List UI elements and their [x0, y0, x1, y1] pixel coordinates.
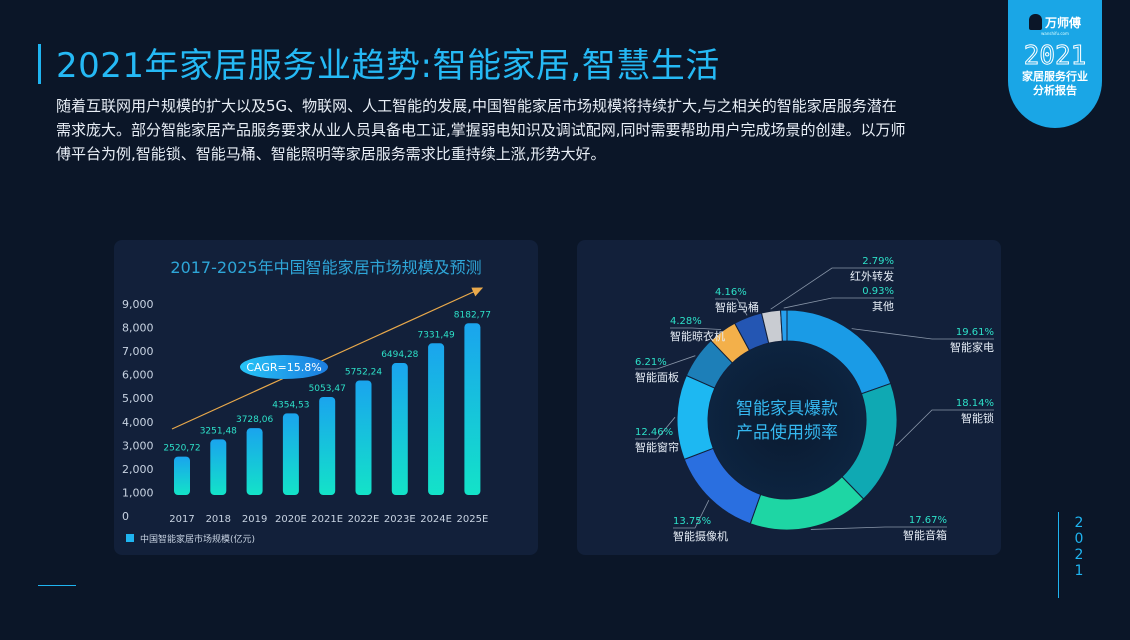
x-tick-label: 2019: [242, 514, 267, 525]
bar-chart: 0 1,000 2,000 3,000 4,000 5,000 6,000 7,000 8,00…: [122, 287, 491, 545]
donut-slice: [780, 309, 788, 342]
decor-line: [38, 585, 76, 586]
slice-value-label: 4.28%: [670, 316, 702, 327]
slice-name-label: 智能面板: [635, 370, 679, 384]
x-tick-label: 2020E: [275, 514, 307, 525]
x-tick-label: 2025E: [457, 514, 489, 525]
y-tick-label: 9,000: [122, 298, 154, 311]
bar: [174, 456, 190, 495]
bar: [210, 439, 227, 495]
x-tick-label: 2017: [169, 514, 194, 525]
leader-line: [770, 267, 894, 310]
donut-chart-panel: 19.61% 智能家电 18.14% 智能锁 17.67% 智能音箱 13.75% 智能摄像机…: [577, 240, 1001, 555]
side-year-digit: 0: [1074, 531, 1086, 547]
bar-value-label: 3251,48: [200, 426, 237, 436]
slice-name-label: 智能音箱: [903, 528, 947, 542]
leader-line: [635, 355, 696, 370]
slice-value-label: 18.14%: [956, 398, 994, 409]
legend-swatch: [126, 534, 134, 542]
side-divider: [1058, 512, 1059, 598]
slice-value-label: 6.21%: [635, 357, 667, 368]
slice-name-label: 智能锁: [961, 411, 994, 425]
bar: [282, 413, 299, 495]
bar-value-label: 6494,28: [381, 350, 418, 360]
bar: [428, 343, 445, 495]
bar-value-label: 3728,06: [236, 415, 273, 425]
donut-center-label: 产品使用频率: [736, 422, 838, 443]
y-tick-label: 2,000: [122, 463, 154, 476]
leader-line: [670, 327, 722, 330]
slice-value-label: 12.46%: [635, 427, 673, 438]
bar: [355, 380, 372, 495]
slice-value-label: 19.61%: [956, 327, 994, 338]
leader-line: [635, 416, 676, 440]
side-year-digit: 2: [1074, 515, 1086, 531]
bar-value-label: 7331,49: [417, 330, 454, 340]
y-tick-label: 3,000: [122, 439, 154, 452]
y-tick-label: 5,000: [122, 392, 154, 405]
x-tick-label: 2023E: [384, 514, 416, 525]
side-year-digit: 1: [1074, 563, 1086, 579]
y-tick-label: 6,000: [122, 369, 154, 382]
slice-name-label: 红外转发: [850, 269, 894, 283]
slice-value-label: 17.67%: [909, 515, 947, 526]
bar: [319, 396, 336, 495]
bar-value-label: 2520,72: [163, 444, 200, 454]
y-tick-label: 8,000: [122, 322, 154, 335]
bar-chart-title: 2017-2025年中国智能家居市场规模及预测: [170, 258, 482, 277]
cagr-label: CAGR=15.8%: [246, 361, 321, 374]
bar: [464, 323, 481, 495]
brand-site: wanshifu.com: [1041, 31, 1069, 36]
leader-line: [783, 297, 894, 309]
badge-line-1: 家居服务行业: [1022, 70, 1088, 83]
page-title: 2021年家居服务业趋势:智能家居,智慧生活: [56, 46, 720, 86]
slice-name-label: 其他: [872, 300, 894, 313]
badge-year: 2021: [1023, 41, 1087, 71]
x-tick-label: 2018: [206, 514, 231, 525]
donut-center: [708, 341, 866, 499]
slice-value-label: 13.75%: [673, 516, 711, 527]
leader-line: [715, 298, 748, 316]
slice-name-label: 智能窗帘: [635, 440, 679, 454]
bar-value-label: 4354,53: [272, 400, 309, 410]
slice-value-label: 4.16%: [715, 287, 747, 298]
leader-line: [810, 526, 947, 530]
x-tick-label: 2022E: [348, 514, 380, 525]
slice-name-label: 智能家电: [950, 340, 994, 354]
cagr-pill: [240, 355, 328, 379]
bar-chart-panel: 2017-2025年中国智能家居市场规模及预测 0 1,000 2,000 3,000…: [114, 240, 538, 555]
legend-label: 中国智能家居市场规模(亿元): [140, 533, 255, 545]
bar-value-label: 5752,24: [345, 368, 382, 378]
x-tick-label: 2024E: [420, 514, 452, 525]
brand-name: 万师傅: [1044, 16, 1081, 30]
bar-value-label: 8182,77: [454, 310, 491, 320]
intro-paragraph: 随着互联网用户规模的扩大以及5G、物联网、人工智能的发展,中国智能家居市场规模将…: [56, 97, 906, 163]
badge-line-2: 分析报告: [1033, 84, 1077, 97]
bar: [246, 428, 263, 495]
slice-value-label: 2.79%: [862, 256, 894, 267]
y-tick-label: 4,000: [122, 416, 154, 429]
trend-arrow: [171, 287, 484, 430]
donut-center-label: 智能家具爆款: [736, 399, 838, 419]
slice-name-label: 智能摄像机: [673, 529, 728, 543]
donut-chart: 19.61% 智能家电 18.14% 智能锁 17.67% 智能音箱 13.75% 智能摄像机…: [635, 256, 994, 543]
brand-logo: 万师傅: [1008, 14, 1102, 31]
leader-line: [851, 328, 994, 340]
bar: [391, 363, 408, 495]
title-accent-bar: [38, 44, 41, 84]
slice-name-label: 智能晾衣机: [670, 329, 725, 343]
leader-line: [673, 500, 710, 529]
leader-line: [895, 409, 994, 446]
y-tick-label: 1,000: [122, 486, 154, 499]
mascot-icon: [1028, 14, 1042, 30]
slice-value-label: 0.93%: [862, 286, 894, 297]
slice-name-label: 智能马桶: [715, 300, 759, 314]
side-year-digit: 2: [1074, 547, 1086, 563]
bar-value-label: 5053,47: [309, 384, 346, 394]
report-badge: 万师傅 wanshifu.com 2021 家居服务行业 分析报告: [1008, 0, 1102, 128]
y-tick-label: 7,000: [122, 345, 154, 358]
x-tick-label: 2021E: [311, 514, 343, 525]
y-tick-label: 0: [122, 510, 129, 523]
